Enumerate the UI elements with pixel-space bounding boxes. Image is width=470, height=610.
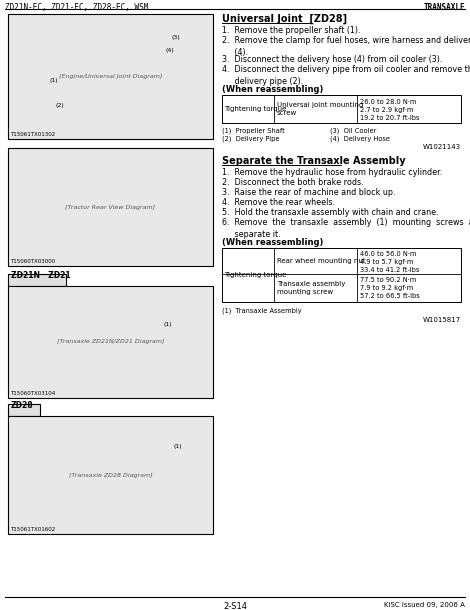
Text: TRANSAXLE: TRANSAXLE	[423, 3, 465, 12]
Text: (1): (1)	[163, 322, 172, 327]
Text: (1): (1)	[50, 78, 59, 83]
Text: Universal joint mounting
screw: Universal joint mounting screw	[277, 102, 363, 116]
Text: Rear wheel mounting nut: Rear wheel mounting nut	[277, 258, 366, 264]
Text: 46.0 to 56.0 N·m
4.9 to 5.7 kgf·m
33.4 to 41.2 ft-lbs: 46.0 to 56.0 N·m 4.9 to 5.7 kgf·m 33.4 t…	[360, 251, 419, 273]
Text: 2-S14: 2-S14	[223, 602, 247, 610]
Bar	[222, 248, 461, 302]
Text: W1021143: W1021143	[423, 144, 461, 150]
Text: 77.5 to 90.2 N·m
7.9 to 9.2 kgf·m
57.2 to 66.5 ft-lbs: 77.5 to 90.2 N·m 7.9 to 9.2 kgf·m 57.2 t…	[360, 277, 420, 298]
Text: 1.  Remove the hydraulic hose from hydraulic cylinder.: 1. Remove the hydraulic hose from hydrau…	[222, 168, 442, 177]
Text: ZD21N-EC, ZD21-EC, ZD28-EC, WSM: ZD21N-EC, ZD21-EC, ZD28-EC, WSM	[5, 3, 149, 12]
Text: (3): (3)	[171, 35, 180, 40]
Text: ZD21N · ZD21: ZD21N · ZD21	[11, 271, 70, 280]
Text: 2.  Remove the clamp for fuel hoses, wire harness and delivery hose
     (4).: 2. Remove the clamp for fuel hoses, wire…	[222, 36, 470, 57]
Text: (When reassembling): (When reassembling)	[222, 85, 323, 94]
Text: (1): (1)	[173, 444, 181, 449]
Text: ZD28: ZD28	[11, 401, 34, 410]
Bar	[8, 416, 213, 534]
Bar	[8, 286, 213, 398]
Text: (1)  Propeller Shaft: (1) Propeller Shaft	[222, 128, 285, 134]
Text: 1.  Remove the propeller shaft (1).: 1. Remove the propeller shaft (1).	[222, 26, 360, 35]
Text: 26.0 to 28.0 N·m
2.7 to 2.9 kgf·m
19.2 to 20.7 ft-lbs: 26.0 to 28.0 N·m 2.7 to 2.9 kgf·m 19.2 t…	[360, 99, 420, 121]
Text: W1015817: W1015817	[423, 317, 461, 323]
Text: (When reassembling): (When reassembling)	[222, 238, 323, 247]
Bar	[8, 14, 213, 139]
Text: (2): (2)	[55, 103, 64, 108]
Text: 4.  Remove the rear wheels.: 4. Remove the rear wheels.	[222, 198, 335, 207]
Text: Separate the Transaxle Assembly: Separate the Transaxle Assembly	[222, 156, 406, 166]
Bar	[8, 404, 40, 416]
Text: Universal Joint  [ZD28]: Universal Joint [ZD28]	[222, 14, 347, 24]
Text: (1)  Transaxle Assembly: (1) Transaxle Assembly	[222, 307, 302, 314]
Text: 2.  Disconnect the both brake rods.: 2. Disconnect the both brake rods.	[222, 178, 364, 187]
Text: 3.  Raise the rear of machine and block up.: 3. Raise the rear of machine and block u…	[222, 188, 395, 197]
Text: Transaxle assembly
mounting screw: Transaxle assembly mounting screw	[277, 281, 345, 295]
Text: [Transaxle ZD28 Diagram]: [Transaxle ZD28 Diagram]	[69, 473, 152, 478]
Bar	[8, 274, 66, 286]
Text: (4): (4)	[166, 48, 175, 53]
Text: Tightening torque: Tightening torque	[224, 272, 286, 278]
Bar	[8, 148, 213, 266]
Text: (2)  Delivery Pipe: (2) Delivery Pipe	[222, 135, 280, 142]
Text: (3)  Oil Cooler: (3) Oil Cooler	[330, 128, 376, 134]
Text: (4)  Delivery Hose: (4) Delivery Hose	[330, 135, 390, 142]
Text: 3.  Disconnect the delivery hose (4) from oil cooler (3).: 3. Disconnect the delivery hose (4) from…	[222, 55, 442, 64]
Text: KiSC Issued 09, 2006 A: KiSC Issued 09, 2006 A	[384, 602, 465, 608]
Text: 6.  Remove  the  transaxle  assembly  (1)  mounting  screws  and
     separate i: 6. Remove the transaxle assembly (1) mou…	[222, 218, 470, 239]
Text: T15061TX01602: T15061TX01602	[10, 527, 55, 532]
Text: Tightening torque: Tightening torque	[224, 106, 286, 112]
Text: [Transaxle ZD21N/ZD21 Diagram]: [Transaxle ZD21N/ZD21 Diagram]	[57, 340, 164, 345]
Text: 4.  Disconnect the delivery pipe from oil cooler and remove the
     delivery pi: 4. Disconnect the delivery pipe from oil…	[222, 65, 470, 86]
Text: [Tractor Rear View Diagram]: [Tractor Rear View Diagram]	[65, 204, 156, 209]
Text: T15060TX03000: T15060TX03000	[10, 259, 55, 264]
Bar	[222, 95, 461, 123]
Text: 5.  Hold the transaxle assembly with chain and crane.: 5. Hold the transaxle assembly with chai…	[222, 208, 439, 217]
Text: T15061TX01302: T15061TX01302	[10, 132, 55, 137]
Text: T15060TX03104: T15060TX03104	[10, 391, 55, 396]
Text: [Engine/Universal Joint Diagram]: [Engine/Universal Joint Diagram]	[59, 74, 162, 79]
